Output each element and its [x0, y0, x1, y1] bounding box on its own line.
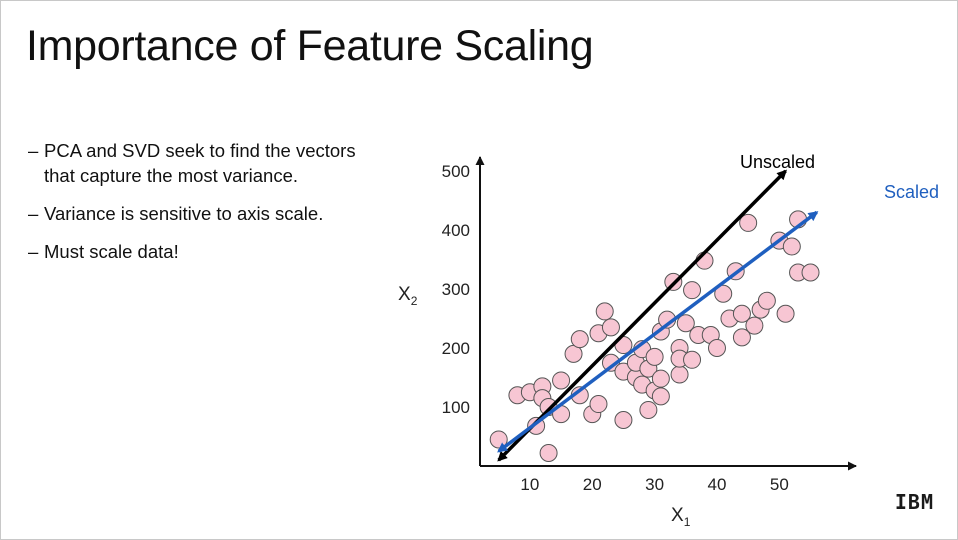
- trend-lines: Unscaled Scaled: [497, 152, 939, 462]
- data-point: [539, 444, 558, 463]
- data-point: [651, 387, 670, 406]
- data-point: [552, 371, 571, 390]
- scaled-direction-line: [497, 210, 819, 453]
- x-axis-label: X1: [671, 505, 691, 529]
- data-point: [801, 263, 820, 282]
- bullet-text: PCA and SVD seek to find the vectors tha…: [44, 140, 356, 186]
- data-point: [639, 400, 658, 419]
- data-point: [601, 318, 620, 337]
- bullet-marker: –: [28, 140, 39, 161]
- data-point: [614, 410, 633, 429]
- y-tick-label: 500: [442, 162, 470, 181]
- bullet-marker: –: [28, 241, 39, 262]
- data-point: [683, 350, 702, 369]
- x-tick-label: 20: [583, 475, 602, 494]
- data-point: [589, 395, 608, 414]
- bullet-marker: –: [28, 203, 39, 224]
- data-point: [570, 330, 589, 349]
- y-tick-label: 100: [442, 398, 470, 417]
- scaled-line-label: Scaled: [884, 182, 939, 202]
- x-tick-label: 30: [645, 475, 664, 494]
- y-axis-label: X2: [398, 284, 418, 308]
- data-point: [651, 369, 670, 388]
- bullet-list: – PCA and SVD seek to find the vectors t…: [28, 138, 378, 277]
- x-tick-label: 50: [770, 475, 789, 494]
- bullet-text: Variance is sensitive to axis scale.: [44, 203, 324, 224]
- data-point: [782, 237, 801, 256]
- slide-title: Importance of Feature Scaling: [26, 22, 594, 70]
- x-tick-label: 10: [520, 475, 539, 494]
- y-tick-labels: 100 200 300 400 500: [442, 162, 470, 417]
- ibm-logo: IBM: [894, 490, 934, 514]
- data-point: [776, 304, 795, 323]
- unscaled-line-label: Unscaled: [740, 152, 815, 172]
- y-tick-label: 400: [442, 221, 470, 240]
- bullet-item: – Must scale data!: [28, 239, 378, 264]
- y-tick-label: 300: [442, 280, 470, 299]
- x-tick-labels: 10 20 30 40 50: [520, 475, 788, 494]
- data-point: [707, 339, 726, 357]
- x-tick-label: 40: [708, 475, 727, 494]
- bullet-item: – Variance is sensitive to axis scale.: [28, 201, 378, 226]
- bullet-text: Must scale data!: [44, 241, 179, 262]
- data-point: [745, 316, 764, 335]
- data-point: [595, 302, 614, 321]
- data-point: [757, 291, 776, 310]
- data-point: [645, 347, 664, 366]
- data-point: [670, 365, 689, 384]
- data-point: [683, 281, 702, 300]
- y-tick-label: 200: [442, 339, 470, 358]
- bullet-item: – PCA and SVD seek to find the vectors t…: [28, 138, 378, 188]
